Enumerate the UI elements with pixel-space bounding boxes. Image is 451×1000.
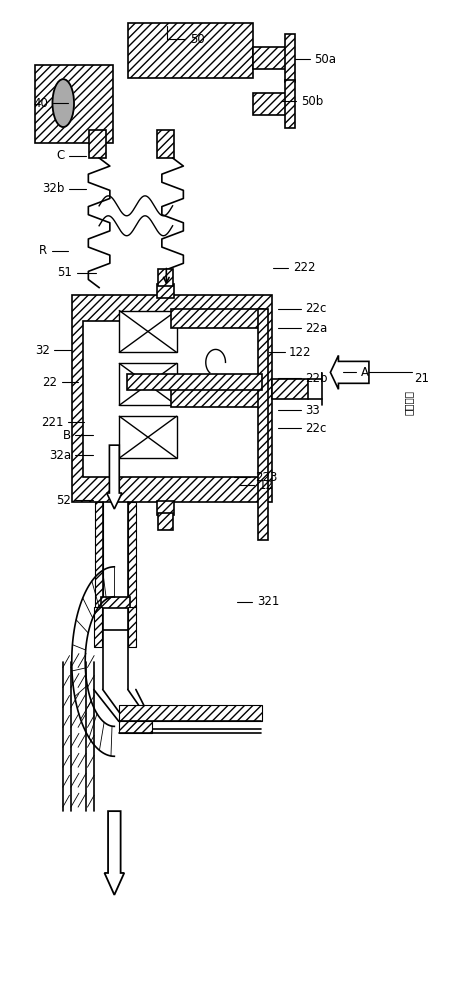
- Text: 51: 51: [57, 266, 72, 279]
- Text: 40: 40: [33, 97, 48, 110]
- Bar: [285, 34, 295, 82]
- Text: R: R: [39, 244, 47, 257]
- Text: 12: 12: [258, 479, 273, 492]
- Text: 50a: 50a: [314, 53, 336, 66]
- Text: 22c: 22c: [305, 422, 327, 435]
- Bar: [127, 374, 262, 390]
- Bar: [119, 363, 177, 405]
- FancyArrow shape: [107, 445, 122, 509]
- Text: 22c: 22c: [305, 302, 327, 315]
- Bar: [158, 513, 173, 530]
- Bar: [35, 65, 114, 143]
- Bar: [157, 130, 174, 158]
- Bar: [72, 295, 272, 502]
- Bar: [171, 309, 262, 328]
- Text: 321: 321: [257, 595, 279, 608]
- Bar: [258, 309, 267, 540]
- Bar: [119, 717, 152, 733]
- Text: 21: 21: [414, 372, 429, 385]
- Text: 52: 52: [56, 494, 71, 507]
- Text: 送风风扇: 送风风扇: [403, 390, 414, 415]
- Bar: [94, 607, 102, 647]
- Text: 22b: 22b: [305, 372, 328, 385]
- Text: 22: 22: [42, 376, 57, 389]
- Bar: [171, 387, 262, 407]
- Circle shape: [52, 79, 74, 127]
- Text: 32: 32: [35, 344, 50, 357]
- Text: 223: 223: [255, 471, 277, 484]
- FancyArrow shape: [105, 811, 124, 895]
- Bar: [158, 269, 173, 286]
- Bar: [103, 608, 128, 630]
- FancyArrow shape: [331, 355, 369, 389]
- Bar: [95, 502, 103, 610]
- Bar: [119, 416, 177, 458]
- Text: 50b: 50b: [301, 95, 323, 108]
- Bar: [157, 284, 175, 298]
- Bar: [253, 47, 288, 69]
- Bar: [157, 501, 175, 515]
- Bar: [128, 607, 136, 647]
- Bar: [285, 80, 295, 128]
- Text: C: C: [56, 149, 64, 162]
- Bar: [128, 23, 253, 78]
- Bar: [89, 130, 106, 158]
- Bar: [272, 379, 308, 399]
- Text: 32b: 32b: [42, 182, 64, 195]
- Bar: [128, 502, 136, 610]
- Text: A: A: [361, 366, 369, 379]
- Bar: [253, 93, 288, 115]
- Bar: [119, 311, 177, 352]
- Text: 22a: 22a: [305, 322, 327, 335]
- Text: 32a: 32a: [49, 449, 71, 462]
- Bar: [101, 597, 129, 613]
- Text: 50: 50: [189, 33, 204, 46]
- Bar: [119, 705, 262, 721]
- Text: 33: 33: [305, 404, 320, 417]
- Text: 122: 122: [289, 346, 312, 359]
- Text: B: B: [63, 429, 71, 442]
- Text: 221: 221: [41, 416, 63, 429]
- Text: 222: 222: [293, 261, 315, 274]
- Bar: [83, 321, 260, 477]
